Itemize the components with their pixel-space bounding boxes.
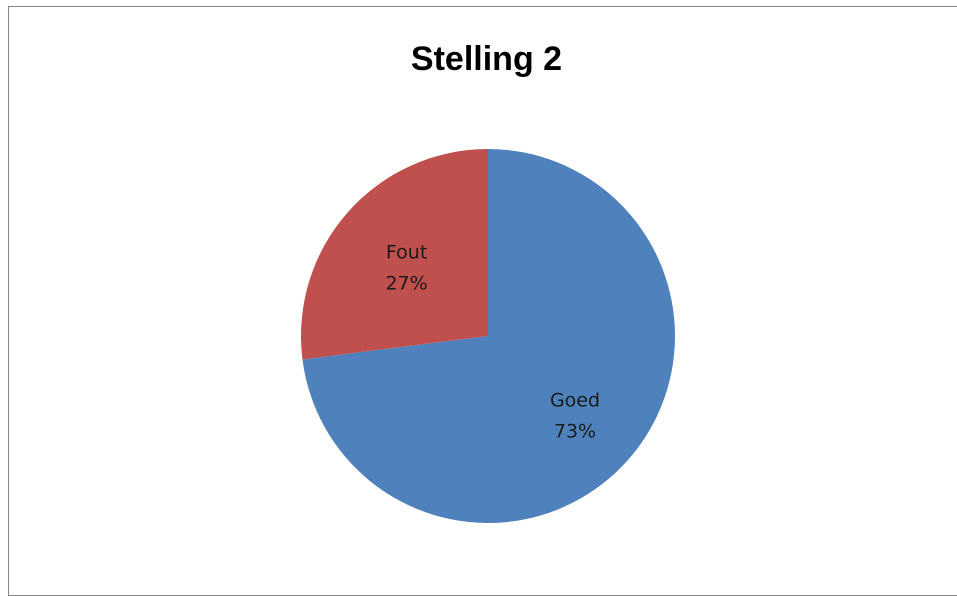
pie-data-labels: Goed 73% Fout 27% — [385, 241, 600, 442]
pie-slice-fout — [300, 149, 488, 360]
pie-slices — [300, 149, 675, 523]
chart-title: Stelling 2 — [410, 40, 563, 78]
data-label-category-goed: Goed — [550, 390, 600, 412]
pie-slice-goed — [302, 149, 675, 523]
pie-chart: Goed 73% Fout 27% — [300, 149, 675, 523]
data-label-category-fout: Fout — [386, 241, 427, 263]
data-label-percent-goed: 73% — [554, 421, 596, 443]
data-label-percent-fout: 27% — [385, 272, 427, 294]
